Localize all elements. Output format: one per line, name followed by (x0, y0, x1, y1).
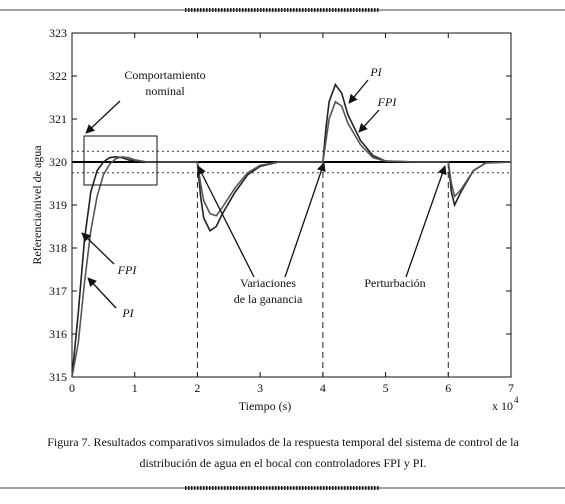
annotation: nominal (145, 84, 185, 98)
annotation: FPI (117, 263, 138, 277)
annotation: PI (121, 306, 134, 320)
y-axis-label: Referencia/nivel de agua (30, 145, 44, 265)
annotation: Perturbación (364, 276, 425, 290)
annotation: de la ganancia (234, 292, 303, 306)
y-tick-label: 321 (49, 112, 67, 126)
y-tick-label: 318 (49, 241, 67, 255)
x-tick-label: 2 (194, 381, 200, 395)
y-tick-label: 320 (49, 155, 67, 169)
x-tick-label: 6 (445, 381, 451, 395)
annotation: PI (369, 65, 382, 79)
x-tick-label: 4 (320, 381, 326, 395)
x-tick-label: 0 (69, 381, 75, 395)
x-tick-label: 1 (132, 381, 138, 395)
annotation: FPI (377, 95, 398, 109)
annotation-arrow (405, 165, 447, 278)
y-tick-label: 315 (49, 370, 67, 384)
x-multiplier: x 10 (492, 399, 513, 413)
annotation-arrow (284, 162, 326, 278)
caption-line: distribución de agua en el bocal con con… (140, 456, 427, 470)
y-tick-label: 322 (49, 69, 67, 83)
x-tick-label: 5 (383, 381, 389, 395)
x-axis-label: Tiempo (s) (239, 399, 292, 413)
annotation-arrow (197, 165, 255, 278)
annotation-arrow (81, 232, 115, 265)
x-tick-label: 3 (257, 381, 263, 395)
x-tick-label: 7 (508, 381, 514, 395)
x-multiplier-exponent: 4 (514, 395, 519, 405)
annotation-arrow (85, 100, 121, 134)
y-tick-label: 323 (49, 26, 67, 40)
zoom-box (83, 135, 158, 186)
y-tick-label: 316 (49, 327, 67, 341)
annotation: Comportamiento (124, 68, 205, 82)
y-tick-label: 319 (49, 198, 67, 212)
plot-frame (71, 32, 512, 378)
annotation: Variaciones (240, 276, 296, 290)
annotation-arrow (348, 79, 369, 104)
annotation-arrow (87, 277, 117, 309)
series-line (71, 100, 512, 378)
y-tick-label: 317 (49, 284, 67, 298)
caption-line: Figura 7. Resultados comparativos simula… (47, 435, 519, 449)
annotation-arrow (358, 109, 380, 133)
series-line (71, 82, 512, 378)
